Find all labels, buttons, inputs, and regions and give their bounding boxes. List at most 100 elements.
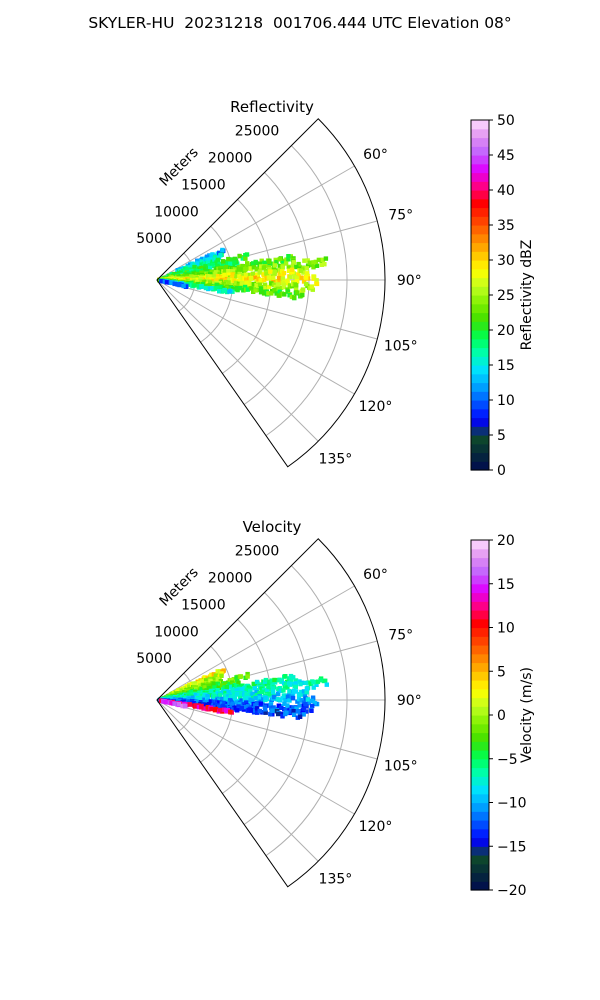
echo-gate <box>249 708 254 713</box>
colorbar-segment <box>471 233 489 244</box>
echo-gate <box>277 677 282 682</box>
echo-gate <box>183 284 189 289</box>
colorbar-segment <box>471 225 489 235</box>
echo-gate <box>266 291 271 296</box>
echo-gate <box>287 293 292 298</box>
echo-gate <box>263 695 268 700</box>
colorbar-segment <box>471 715 489 725</box>
echo-gate <box>322 262 327 267</box>
echo-gate <box>311 274 317 279</box>
colorbar-segment <box>471 277 489 287</box>
echo-gate <box>237 686 242 692</box>
echo-gate <box>196 284 201 289</box>
echo-gate <box>291 709 296 714</box>
echo-gate <box>205 705 210 710</box>
echo-gate <box>217 700 222 705</box>
echo-gate <box>245 287 250 292</box>
echo-gate <box>219 673 224 678</box>
echo-gate <box>219 701 224 706</box>
echo-gate <box>217 289 222 294</box>
panel-title: Reflectivity <box>230 98 314 116</box>
echo-gate <box>257 270 262 275</box>
echo-gate <box>218 268 223 273</box>
echo-gate <box>250 691 255 696</box>
echo-gate <box>291 675 296 680</box>
echo-gate <box>203 285 209 291</box>
echo-gate <box>213 270 219 275</box>
echo-gate <box>244 266 249 271</box>
range-tick-label: 15000 <box>181 597 226 613</box>
colorbar-tick-label: 5 <box>497 664 506 680</box>
echo-gate <box>216 685 221 690</box>
echo-gate <box>282 693 287 698</box>
echo-gate <box>280 714 285 719</box>
echo-gate <box>181 283 186 289</box>
echo-gate <box>287 283 293 288</box>
colorbar-segment <box>471 172 489 182</box>
echo-gate <box>183 703 188 709</box>
echo-gate <box>236 283 241 288</box>
echo-gate <box>286 268 292 273</box>
echo-gate <box>231 688 236 693</box>
echo-gate <box>277 257 282 262</box>
colorbar-segment <box>471 863 489 874</box>
echo-gate <box>287 705 292 710</box>
colorbar-segment <box>471 548 489 559</box>
echo-gate <box>302 258 307 263</box>
echo-gate <box>272 694 277 700</box>
colorbar-label: Reflectivity dBZ <box>519 240 535 351</box>
echo-gate <box>214 285 219 291</box>
reflectivity-panel: Reflectivity500010000150002000025000Mete… <box>136 98 535 479</box>
colorbar-segment <box>471 251 489 261</box>
echo-gate <box>281 284 287 290</box>
echo-gate <box>294 264 299 270</box>
range-tick-label: 25000 <box>235 544 280 560</box>
echo-gate <box>318 678 323 683</box>
echo-field <box>157 247 329 301</box>
echo-gate <box>306 700 312 706</box>
echo-gate <box>259 264 264 269</box>
echo-gate <box>238 695 243 700</box>
echo-gate <box>248 266 254 271</box>
range-tick-label: 15000 <box>181 177 226 193</box>
echo-gate <box>295 279 300 284</box>
echo-gate <box>300 287 306 292</box>
echo-gate <box>263 707 268 712</box>
echo-gate <box>227 282 233 287</box>
colorbar-segment <box>471 828 489 839</box>
echo-gate <box>255 710 260 715</box>
echo-gate <box>280 276 286 281</box>
echo-gate <box>227 700 232 705</box>
echo-gate <box>199 705 204 710</box>
echo-gate <box>276 703 281 708</box>
echo-gate <box>247 272 253 278</box>
colorbar-segment <box>471 155 489 165</box>
echo-gate <box>207 283 212 288</box>
echo-gate <box>293 689 299 694</box>
echo-gate <box>280 265 286 270</box>
echo-gate <box>304 690 309 695</box>
echo-gate <box>276 293 281 298</box>
echo-gate <box>222 288 227 294</box>
echo-gate <box>214 282 219 287</box>
colorbar-segment <box>471 435 489 445</box>
echo-gate <box>284 710 289 715</box>
echo-gate <box>224 265 229 270</box>
echo-gate <box>294 283 299 288</box>
colorbar-segment <box>471 190 489 200</box>
echo-gate <box>232 256 238 262</box>
echo-gate <box>204 699 209 705</box>
echo-gate <box>217 692 223 698</box>
echo-gate <box>206 260 211 266</box>
echo-gate <box>303 680 308 686</box>
echo-gate <box>230 272 235 277</box>
echo-gate <box>291 295 297 300</box>
echo-gate <box>214 260 219 265</box>
echo-gate <box>319 262 324 267</box>
echo-gate <box>193 703 198 708</box>
echo-gate <box>208 679 213 684</box>
echo-gate <box>248 704 254 709</box>
colorbar-segment <box>471 872 489 882</box>
echo-gate <box>216 671 221 677</box>
echo-gate <box>191 283 196 288</box>
